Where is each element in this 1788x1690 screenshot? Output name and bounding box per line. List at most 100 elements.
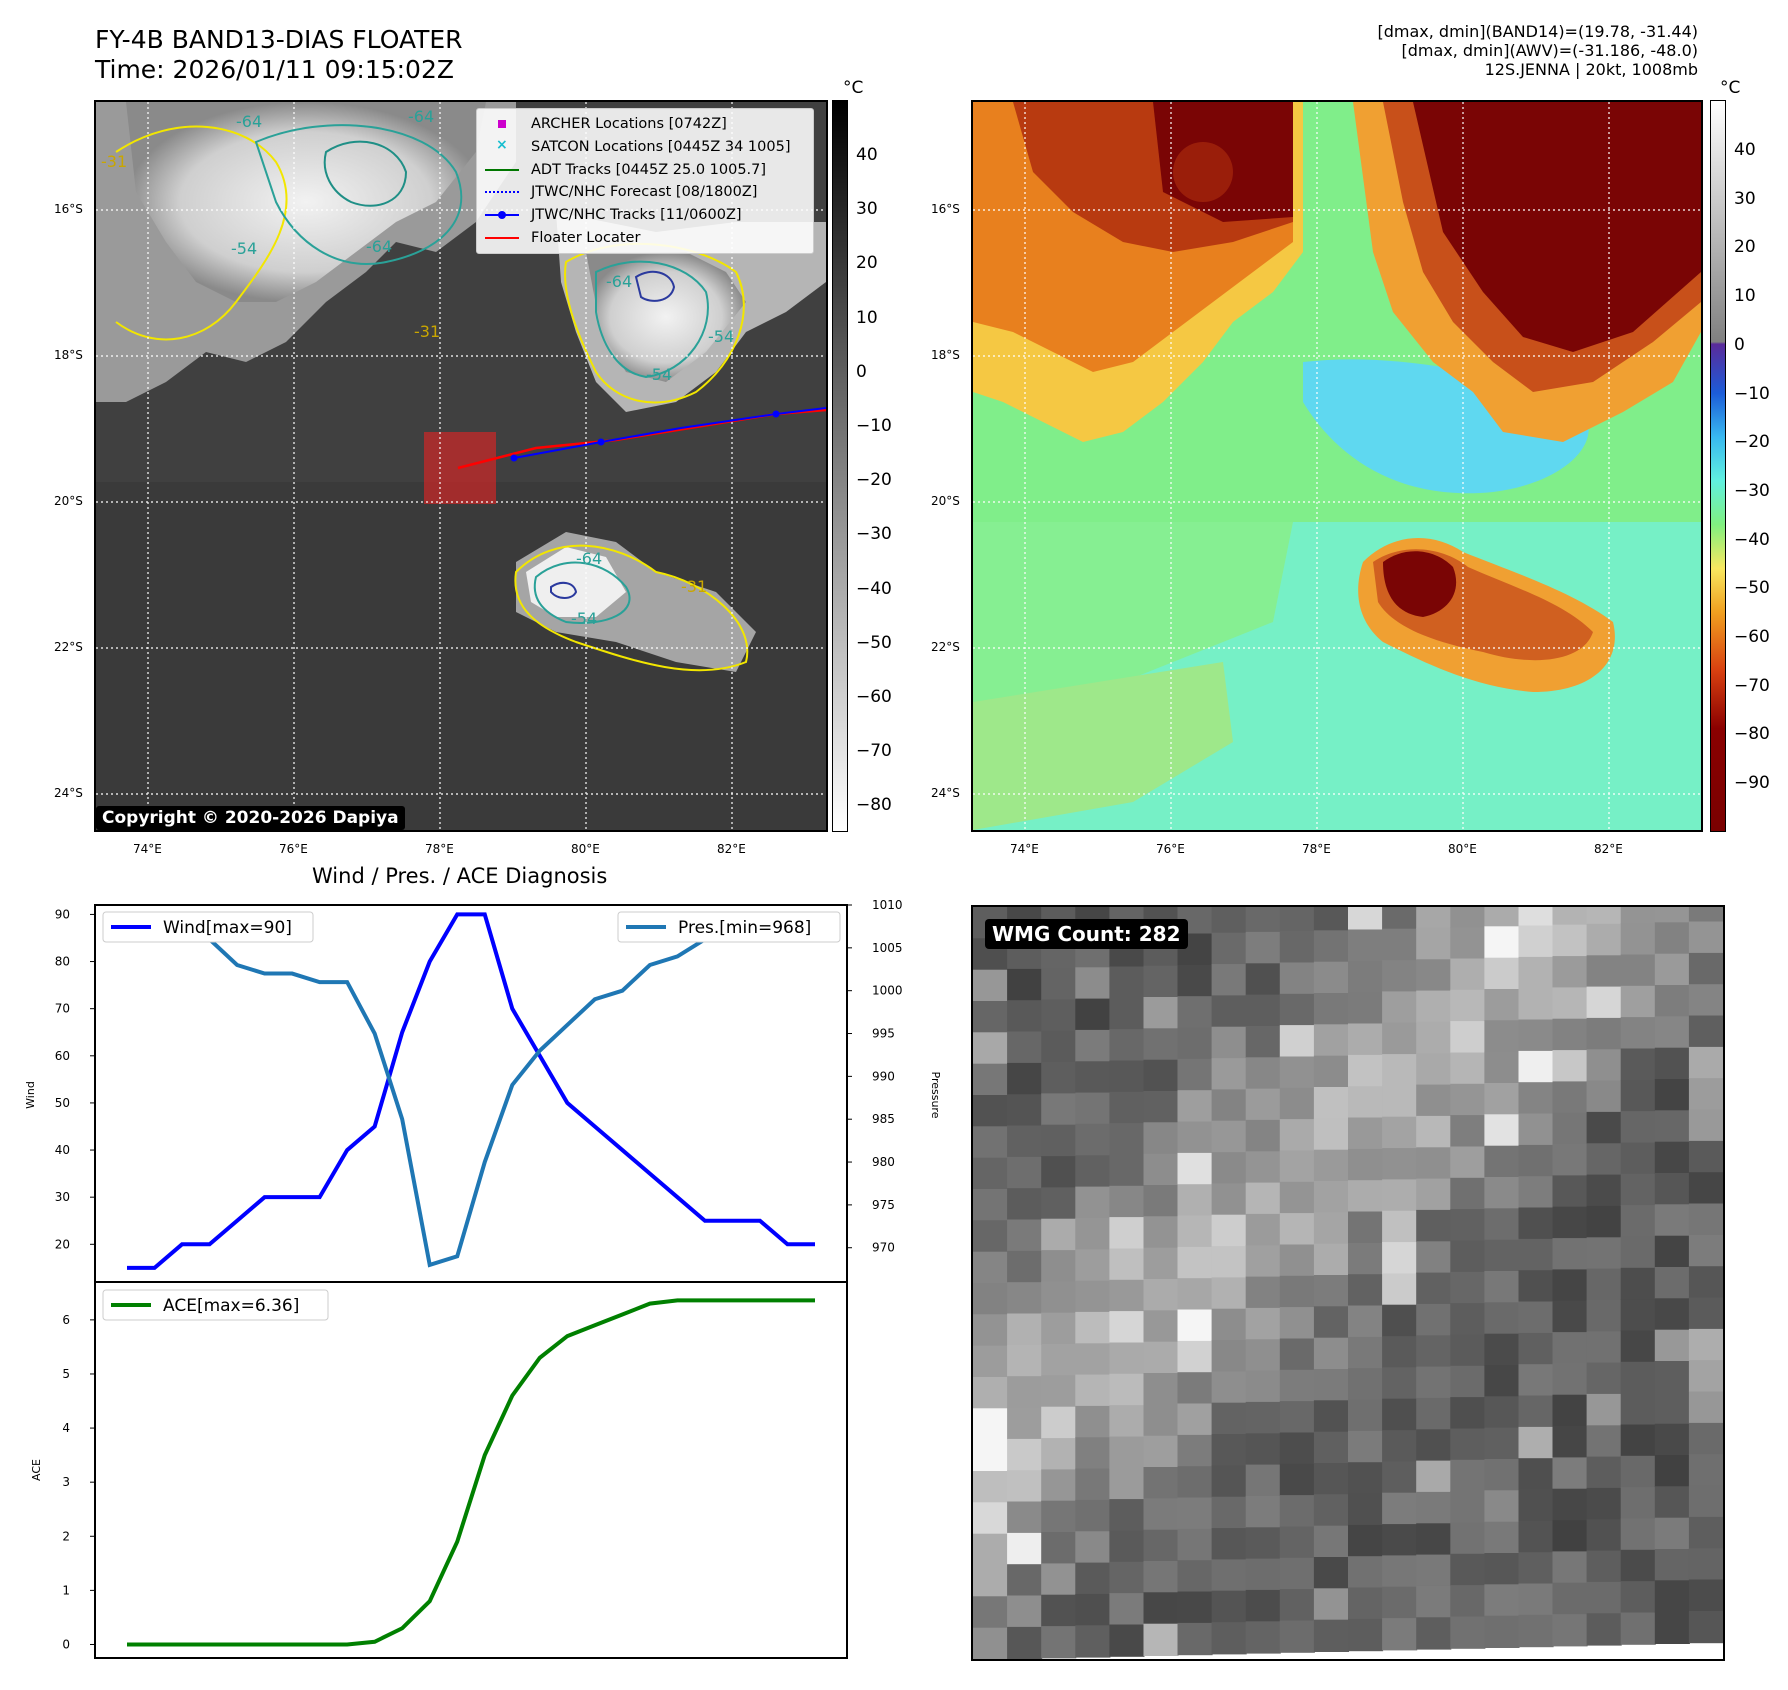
wmg-cell bbox=[1143, 1216, 1179, 1249]
wmg-cell bbox=[1211, 1277, 1247, 1310]
wmg-cell bbox=[1654, 1549, 1690, 1582]
wmg-cell bbox=[1245, 1213, 1281, 1247]
wmg-cell bbox=[1382, 1492, 1418, 1525]
wmg-cell bbox=[1143, 1529, 1179, 1562]
wmg-cell bbox=[1416, 1178, 1452, 1211]
wmg-cell bbox=[1654, 985, 1690, 1018]
gray-colorbar-tick: −70 bbox=[856, 741, 892, 762]
wmg-cell bbox=[1552, 1363, 1588, 1396]
wmg-cell bbox=[1348, 1117, 1384, 1150]
wmg-cell bbox=[1041, 1500, 1077, 1533]
wmg-cell bbox=[1348, 992, 1384, 1025]
wmg-cell bbox=[1245, 1088, 1281, 1121]
wmg-cell bbox=[1075, 1343, 1111, 1376]
wmg-cell bbox=[1654, 1580, 1690, 1613]
wmg-cell bbox=[1552, 1081, 1588, 1114]
wmg-cell bbox=[1177, 1278, 1213, 1311]
wmg-cell bbox=[1552, 907, 1588, 926]
wmg-cell bbox=[1688, 1610, 1723, 1644]
wmg-cell bbox=[1484, 1584, 1520, 1617]
wmg-cell bbox=[973, 1220, 1009, 1253]
wmg-cell bbox=[1586, 1581, 1622, 1615]
wmg-cell bbox=[1143, 1185, 1179, 1218]
wmg-cell bbox=[1041, 999, 1077, 1032]
wmg-cell bbox=[973, 1126, 1009, 1159]
wmg-cell bbox=[1007, 1470, 1043, 1503]
wmg-cell bbox=[1177, 964, 1213, 998]
wmg-cell bbox=[1688, 907, 1723, 923]
wmg-cell bbox=[1245, 1370, 1281, 1403]
wmg-cell bbox=[1279, 1307, 1315, 1340]
wmg-cell bbox=[1382, 1304, 1418, 1337]
wmg-cell bbox=[1109, 1593, 1145, 1626]
wmg-cell bbox=[1382, 1054, 1418, 1087]
wmg-cell bbox=[1348, 1148, 1384, 1182]
wmg-cell bbox=[1143, 1122, 1179, 1155]
pressure-tick-label: 1005 bbox=[872, 941, 903, 955]
lon-label: 74°E bbox=[133, 842, 162, 856]
wmg-cell bbox=[1041, 1093, 1077, 1126]
contour-label: -54 bbox=[231, 239, 257, 258]
wmg-cell bbox=[1450, 1052, 1486, 1085]
wmg-cell bbox=[1484, 989, 1520, 1022]
dotted-line-icon bbox=[483, 185, 521, 199]
wmg-cell bbox=[1450, 1146, 1486, 1179]
wmg-cell bbox=[1620, 1487, 1656, 1520]
wmg-cell bbox=[1075, 1468, 1111, 1501]
legend-adt: ADT Tracks [0445Z 25.0 1005.7] bbox=[483, 158, 807, 181]
contour-label: -54 bbox=[646, 365, 672, 384]
wmg-cell bbox=[1620, 1361, 1656, 1395]
wmg-cell bbox=[1348, 1274, 1384, 1307]
wmg-cell bbox=[1518, 1332, 1554, 1366]
wmg-cell bbox=[1586, 1487, 1622, 1521]
wmg-cell bbox=[1211, 1152, 1247, 1185]
wmg-cell bbox=[1586, 1111, 1622, 1145]
wmg-cell bbox=[1654, 1392, 1690, 1425]
wmg-cell bbox=[1518, 1050, 1554, 1084]
wmg-cell bbox=[1620, 1079, 1656, 1113]
wmg-cell bbox=[1620, 1330, 1656, 1363]
wmg-cell bbox=[1143, 1279, 1179, 1312]
wmg-cell bbox=[1518, 1426, 1554, 1460]
wmg-cell bbox=[1313, 961, 1349, 994]
wmg-cell bbox=[1654, 1235, 1690, 1268]
ace-tick-label: 1 bbox=[62, 1583, 70, 1597]
wmg-cell bbox=[1586, 1425, 1622, 1458]
wmg-cell bbox=[1109, 1279, 1145, 1313]
wmg-cell bbox=[1416, 959, 1452, 992]
wmg-cell bbox=[973, 1471, 1009, 1504]
legend-label: JTWC/NHC Forecast [08/1800Z] bbox=[531, 184, 758, 201]
wmg-cell bbox=[1211, 1528, 1247, 1561]
wmg-cell bbox=[1450, 1240, 1486, 1273]
wmg-cell bbox=[1586, 1049, 1622, 1082]
wmg-cell bbox=[1586, 1519, 1622, 1552]
wmg-cell bbox=[1552, 924, 1588, 957]
wmg-cell bbox=[1109, 1060, 1145, 1093]
wmg-cell bbox=[1450, 1397, 1486, 1430]
wmg-cell bbox=[1450, 958, 1486, 991]
wmg-cell bbox=[1279, 1181, 1315, 1215]
lat-label: 20°S bbox=[931, 494, 960, 508]
subtitle-band14: [dmax, dmin](BAND14)=(19.78, -31.44) bbox=[1377, 22, 1699, 41]
wmg-cell bbox=[1177, 1215, 1213, 1248]
wmg-cell bbox=[1143, 1373, 1179, 1406]
wmg-cell bbox=[1348, 929, 1384, 962]
ace-series-line bbox=[127, 1298, 815, 1647]
gray-colorbar bbox=[832, 100, 848, 832]
wmg-cell bbox=[1518, 1113, 1554, 1146]
wmg-cell bbox=[1654, 1298, 1690, 1331]
wmg-cell bbox=[1484, 1302, 1520, 1335]
wmg-cell bbox=[1450, 907, 1486, 929]
wmg-cell bbox=[1075, 1155, 1111, 1188]
wmg-cell bbox=[1075, 1374, 1111, 1407]
wmg-cell bbox=[1416, 1523, 1452, 1556]
lon-label: 78°E bbox=[1302, 842, 1331, 856]
legend-tracks: JTWC/NHC Tracks [11/0600Z] bbox=[483, 204, 807, 227]
wmg-cell bbox=[1518, 1207, 1554, 1240]
gray-colorbar-tick: 30 bbox=[856, 199, 878, 220]
wmg-cell bbox=[1245, 907, 1281, 933]
wmg-cell bbox=[1518, 988, 1554, 1021]
lat-label: 22°S bbox=[54, 640, 83, 654]
wmg-cell bbox=[973, 1157, 1009, 1190]
wmg-cell bbox=[1348, 1587, 1384, 1620]
